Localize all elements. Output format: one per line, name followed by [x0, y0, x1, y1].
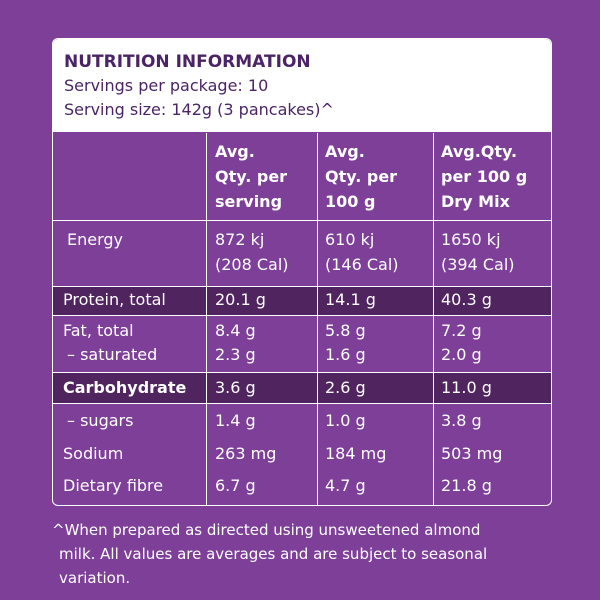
row-label-saturated: – saturated	[67, 345, 158, 364]
energy-cal: (208 Cal)	[215, 255, 289, 274]
fat-serving: 8.4 g	[215, 321, 256, 340]
sugars-per-100g: 1.0 g	[325, 411, 366, 430]
energy-dry-mix: 1650 kj (394 Cal)	[441, 227, 515, 277]
column-header-line: serving	[215, 192, 283, 211]
saturated-dry-mix: 2.0 g	[441, 345, 482, 364]
sodium-per-100g: 184 mg	[325, 444, 387, 463]
footnote-line: variation.	[59, 569, 131, 587]
energy-cal: (394 Cal)	[441, 255, 515, 274]
fibre-serving: 6.7 g	[215, 476, 256, 495]
column-header-per-100g: Avg. Qty. per 100 g	[325, 139, 397, 214]
row-label-carbohydrate: Carbohydrate	[63, 378, 187, 397]
fat-per-100g: 5.8 g	[325, 321, 366, 340]
sugars-serving: 1.4 g	[215, 411, 256, 430]
row-label-sugars: – sugars	[67, 411, 134, 430]
column-header-line: per 100 g	[441, 167, 528, 186]
energy-per-100g: 610 kj (146 Cal)	[325, 227, 399, 277]
servings-per-package: Servings per package: 10	[64, 76, 269, 95]
sodium-dry-mix: 503 mg	[441, 444, 503, 463]
column-divider	[317, 133, 318, 505]
row-divider	[53, 286, 551, 287]
serving-size: Serving size: 142g (3 pancakes)^	[64, 100, 334, 119]
sodium-serving: 263 mg	[215, 444, 277, 463]
fibre-per-100g: 4.7 g	[325, 476, 366, 495]
footnote-line: milk. All values are averages and are su…	[59, 545, 488, 563]
row-label-fat: Fat, total	[63, 321, 134, 340]
column-header-line: Qty. per	[215, 167, 288, 186]
nutrition-panel: NUTRITION INFORMATION Servings per packa…	[52, 38, 552, 506]
protein-dry-mix: 40.3 g	[441, 290, 492, 309]
fibre-dry-mix: 21.8 g	[441, 476, 492, 495]
energy-kj: 610 kj	[325, 230, 375, 249]
row-label-sodium: Sodium	[63, 444, 124, 463]
energy-serving: 872 kj (208 Cal)	[215, 227, 289, 277]
saturated-serving: 2.3 g	[215, 345, 256, 364]
column-header-line: 100 g	[325, 192, 376, 211]
row-label-protein: Protein, total	[63, 290, 166, 309]
column-header-line: Avg.Qty.	[441, 142, 518, 161]
column-header-line: Avg.	[215, 142, 255, 161]
sugars-dry-mix: 3.8 g	[441, 411, 482, 430]
column-header-line: Avg.	[325, 142, 365, 161]
column-header-line: Qty. per	[325, 167, 398, 186]
row-divider	[53, 372, 551, 373]
row-label-dietary-fibre: Dietary fibre	[63, 476, 164, 495]
energy-cal: (146 Cal)	[325, 255, 399, 274]
fat-dry-mix: 7.2 g	[441, 321, 482, 340]
column-divider	[206, 133, 207, 505]
row-label-energy: Energy	[67, 230, 124, 249]
protein-per-100g: 14.1 g	[325, 290, 376, 309]
footnote: ^When prepared as directed using unsweet…	[52, 518, 552, 590]
footnote-line: ^When prepared as directed using unsweet…	[52, 521, 481, 539]
row-divider	[53, 315, 551, 316]
column-header-line: Dry Mix	[441, 192, 510, 211]
column-header-divider	[53, 220, 551, 221]
column-header-dry-mix: Avg.Qty. per 100 g Dry Mix	[441, 139, 527, 214]
carbohydrate-serving: 3.6 g	[215, 378, 256, 397]
protein-row-shade	[53, 286, 551, 315]
carbohydrate-dry-mix: 11.0 g	[441, 378, 492, 397]
saturated-per-100g: 1.6 g	[325, 345, 366, 364]
protein-serving: 20.1 g	[215, 290, 266, 309]
carbohydrate-row-shade	[53, 372, 551, 403]
carbohydrate-per-100g: 2.6 g	[325, 378, 366, 397]
energy-kj: 872 kj	[215, 230, 265, 249]
panel-title: NUTRITION INFORMATION	[64, 52, 311, 72]
energy-kj: 1650 kj	[441, 230, 501, 249]
column-divider	[433, 133, 434, 505]
column-header-serving: Avg. Qty. per serving	[215, 139, 287, 214]
row-divider	[53, 403, 551, 404]
panel-header: NUTRITION INFORMATION Servings per packa…	[53, 39, 551, 132]
